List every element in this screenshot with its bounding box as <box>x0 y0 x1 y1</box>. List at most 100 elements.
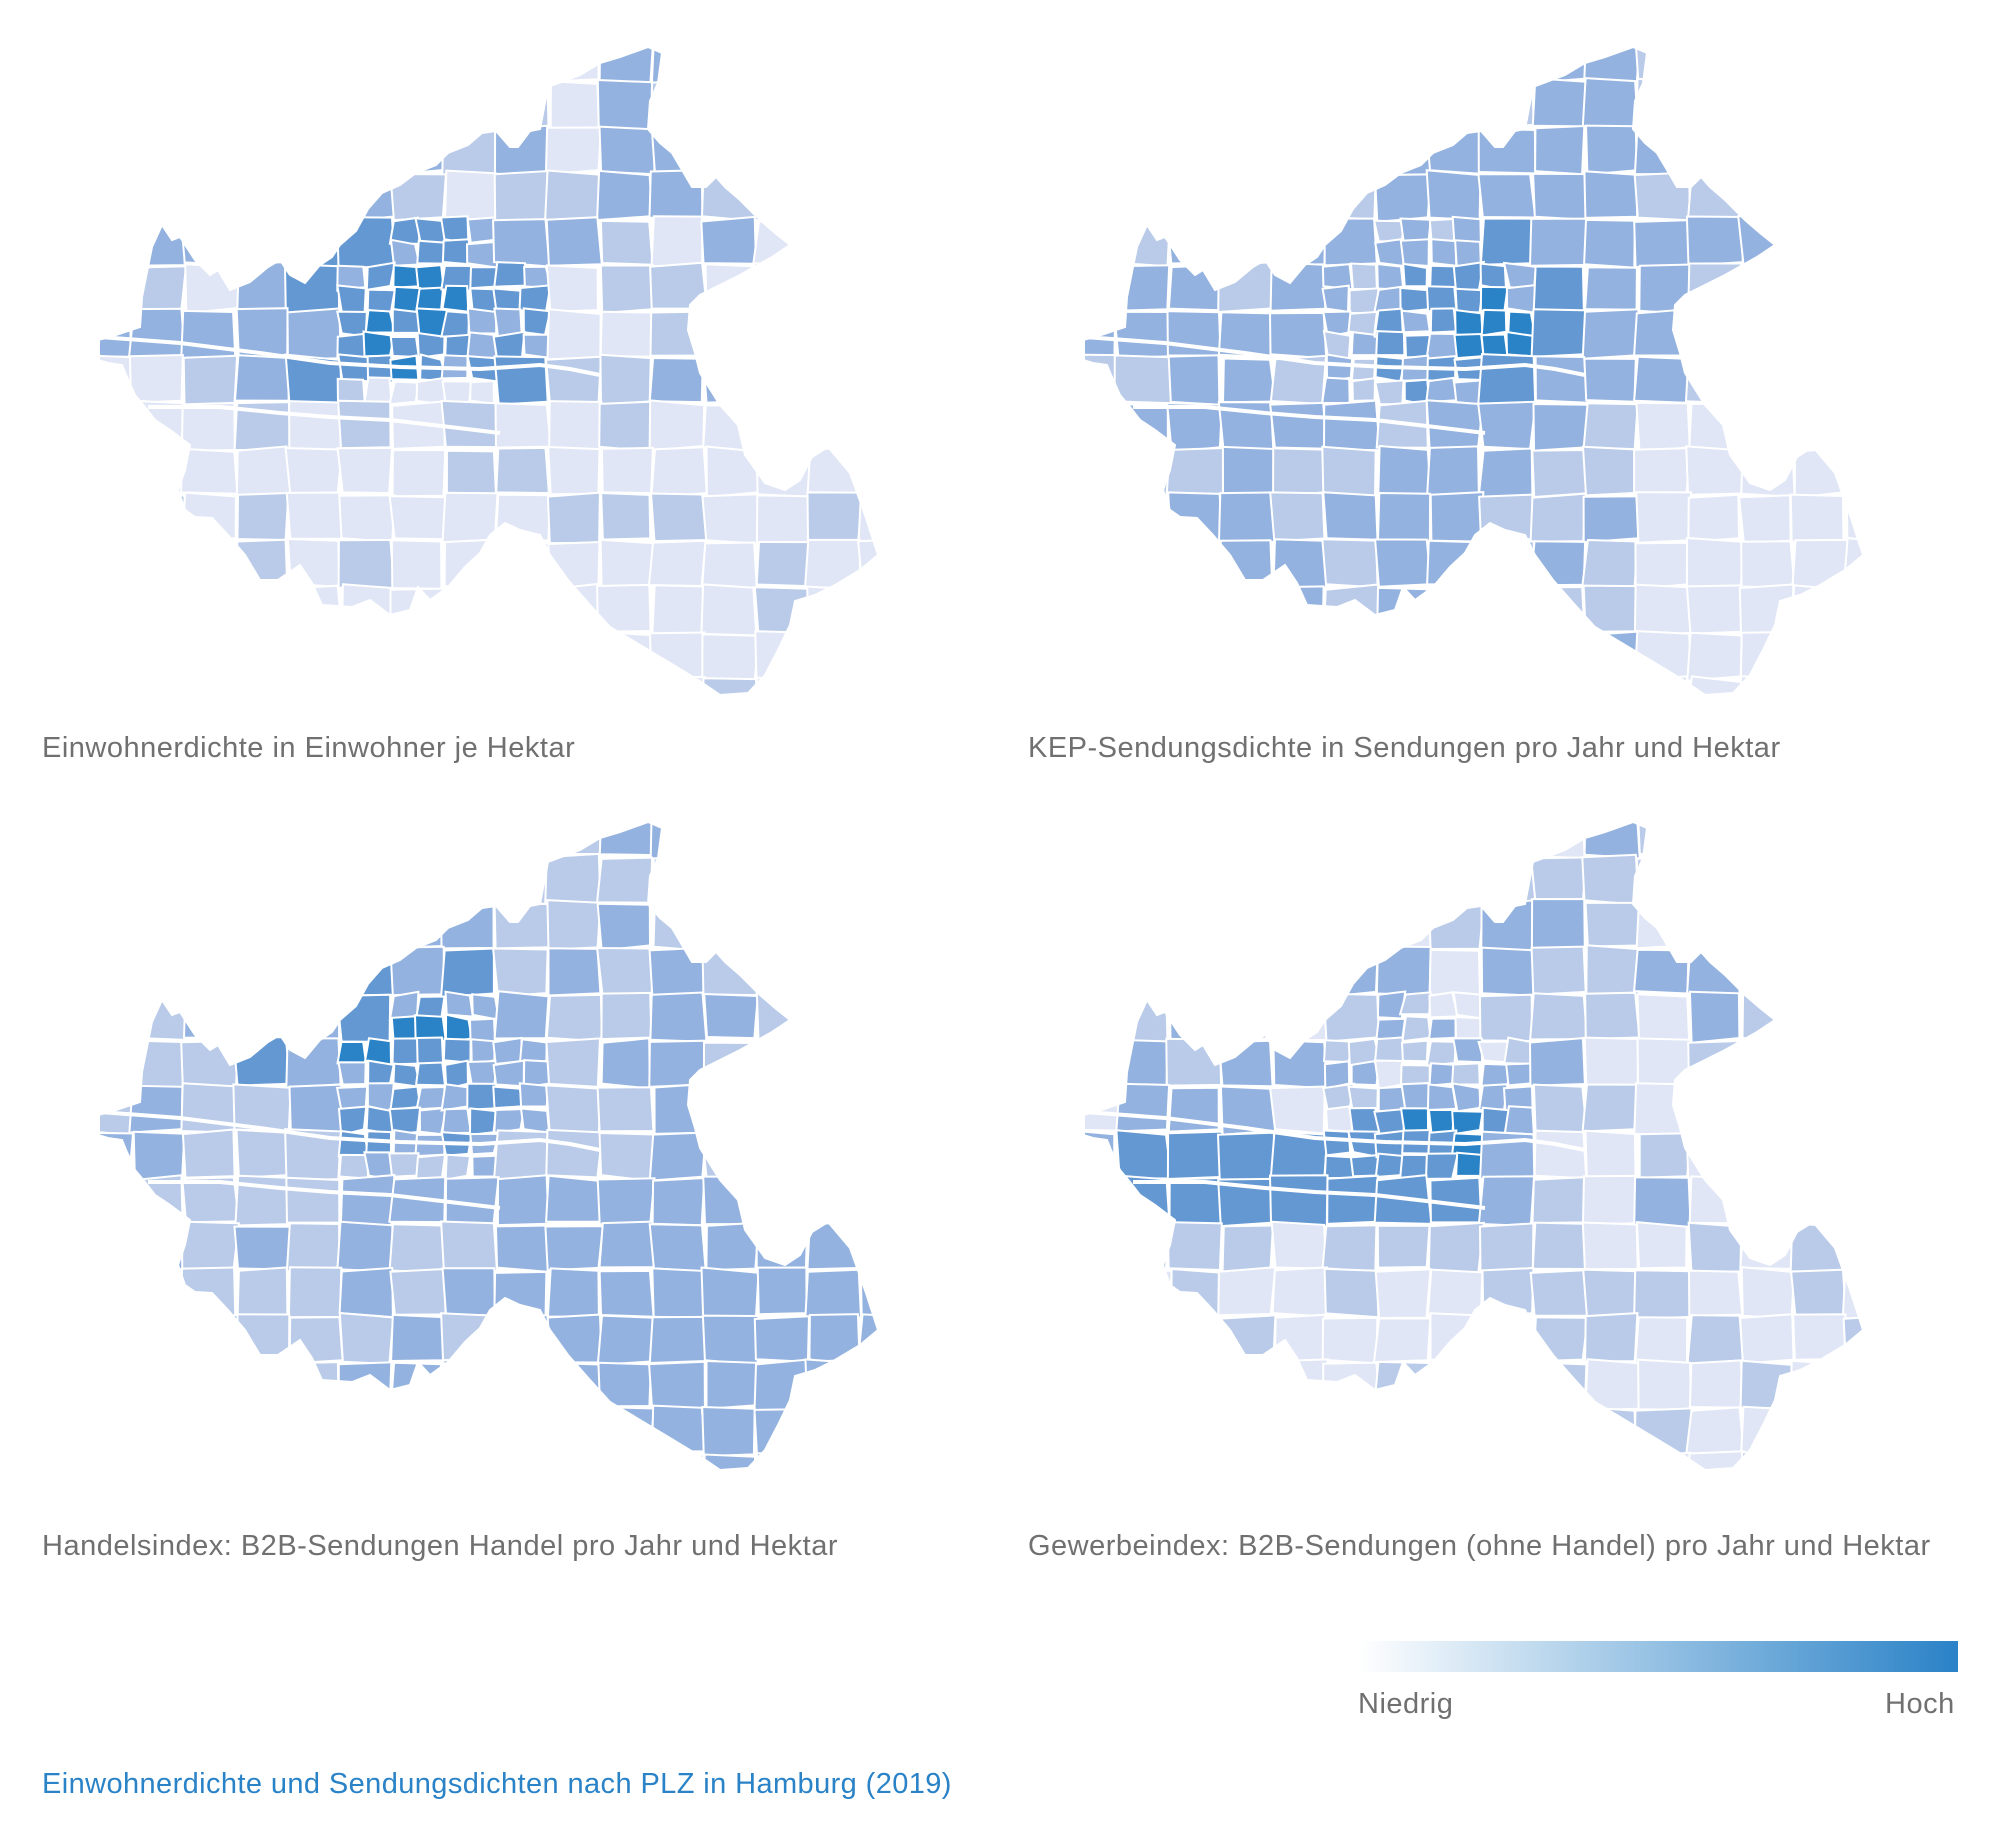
plz-region <box>1400 1039 1429 1063</box>
plz-region <box>1425 399 1485 450</box>
plz-region <box>471 993 501 1022</box>
river-line <box>100 1109 601 1152</box>
plz-region <box>1271 822 1328 859</box>
plz-region <box>753 1040 812 1089</box>
plz-region <box>443 676 497 695</box>
plz-region <box>389 1267 447 1316</box>
plz-region <box>492 1085 525 1110</box>
plz-region <box>545 822 603 856</box>
plz-region <box>912 358 930 406</box>
plz-region <box>548 1450 603 1470</box>
plz-region <box>494 402 553 449</box>
plz-region <box>388 898 448 949</box>
plz-region <box>180 309 237 361</box>
plz-region <box>390 1313 448 1363</box>
plz-region <box>1895 810 1916 856</box>
plz-region <box>701 493 760 545</box>
plz-region <box>911 901 930 950</box>
plz-region <box>337 399 392 450</box>
plz-region <box>183 47 240 81</box>
plz-region <box>1218 1314 1277 1365</box>
plz-region <box>1789 1406 1848 1457</box>
plz-region <box>910 171 930 217</box>
postal-code-regions <box>100 822 931 1470</box>
plz-region <box>1268 311 1328 360</box>
plz-region <box>1841 1408 1863 1457</box>
plz-region <box>1085 1268 1120 1317</box>
plz-region <box>232 1359 287 1410</box>
plz-region <box>493 1107 526 1134</box>
plz-region <box>806 1036 859 1090</box>
plz-region <box>1350 1059 1381 1087</box>
plz-region <box>1531 77 1588 128</box>
plz-region <box>1633 446 1692 498</box>
plz-region <box>597 1361 652 1408</box>
plz-region <box>131 901 185 950</box>
plz-region <box>1349 1154 1380 1178</box>
plz-region <box>466 331 498 360</box>
plz-region <box>100 491 133 541</box>
plz-region <box>1533 1129 1588 1180</box>
plz-region <box>1323 79 1380 130</box>
plz-region <box>1169 172 1225 219</box>
plz-region <box>1532 402 1589 452</box>
plz-region <box>100 680 135 695</box>
plz-region <box>1738 822 1797 857</box>
map-gewerbe <box>1085 810 1916 1472</box>
plz-region <box>286 307 342 361</box>
plz-region <box>128 47 186 83</box>
plz-region <box>909 35 930 82</box>
plz-region <box>1899 171 1915 221</box>
plz-region <box>1582 630 1641 681</box>
plz-region <box>469 379 496 406</box>
plz-region <box>233 78 289 128</box>
plz-region <box>1739 1221 1797 1271</box>
plz-region <box>1633 1407 1693 1457</box>
plz-region <box>182 1449 239 1470</box>
plz-region <box>1085 400 1118 449</box>
plz-region <box>700 583 758 637</box>
plz-region <box>910 447 930 497</box>
plz-region <box>1478 680 1535 695</box>
plz-region <box>860 1177 878 1228</box>
plz-region <box>914 539 930 586</box>
plz-region <box>337 1105 368 1137</box>
plz-region <box>912 1131 930 1180</box>
plz-region <box>492 587 550 634</box>
plz-region <box>599 264 655 315</box>
plz-region <box>468 1017 497 1043</box>
plz-region <box>492 330 526 360</box>
plz-region <box>236 1313 291 1366</box>
plz-region <box>1581 77 1640 129</box>
plz-region <box>496 1174 550 1227</box>
plz-region <box>1113 898 1173 952</box>
plz-region <box>1633 124 1693 176</box>
plz-region <box>389 335 420 359</box>
plz-region <box>183 856 236 901</box>
plz-region <box>544 852 602 907</box>
plz-region <box>493 47 552 84</box>
plz-region <box>1842 899 1863 947</box>
plz-region <box>1376 856 1428 903</box>
plz-region <box>860 990 878 1044</box>
plz-region <box>910 1405 931 1456</box>
plz-region <box>857 537 878 587</box>
plz-region <box>128 584 186 634</box>
plz-region <box>179 215 237 267</box>
plz-region <box>1220 217 1275 267</box>
plz-region <box>1895 584 1915 634</box>
plz-region <box>1841 1083 1863 1136</box>
plz-region <box>650 1404 707 1453</box>
plz-region <box>547 947 602 997</box>
plz-region <box>753 1315 811 1363</box>
plz-region <box>1218 77 1275 130</box>
plz-region <box>1114 78 1173 127</box>
plz-region <box>1846 1221 1863 1272</box>
plz-region <box>1114 585 1173 637</box>
plz-region <box>1168 947 1225 996</box>
plz-region <box>100 47 136 84</box>
plz-region <box>1897 309 1916 358</box>
plz-region <box>289 1451 344 1470</box>
plz-region <box>1528 217 1589 267</box>
plz-region <box>1638 1132 1692 1179</box>
